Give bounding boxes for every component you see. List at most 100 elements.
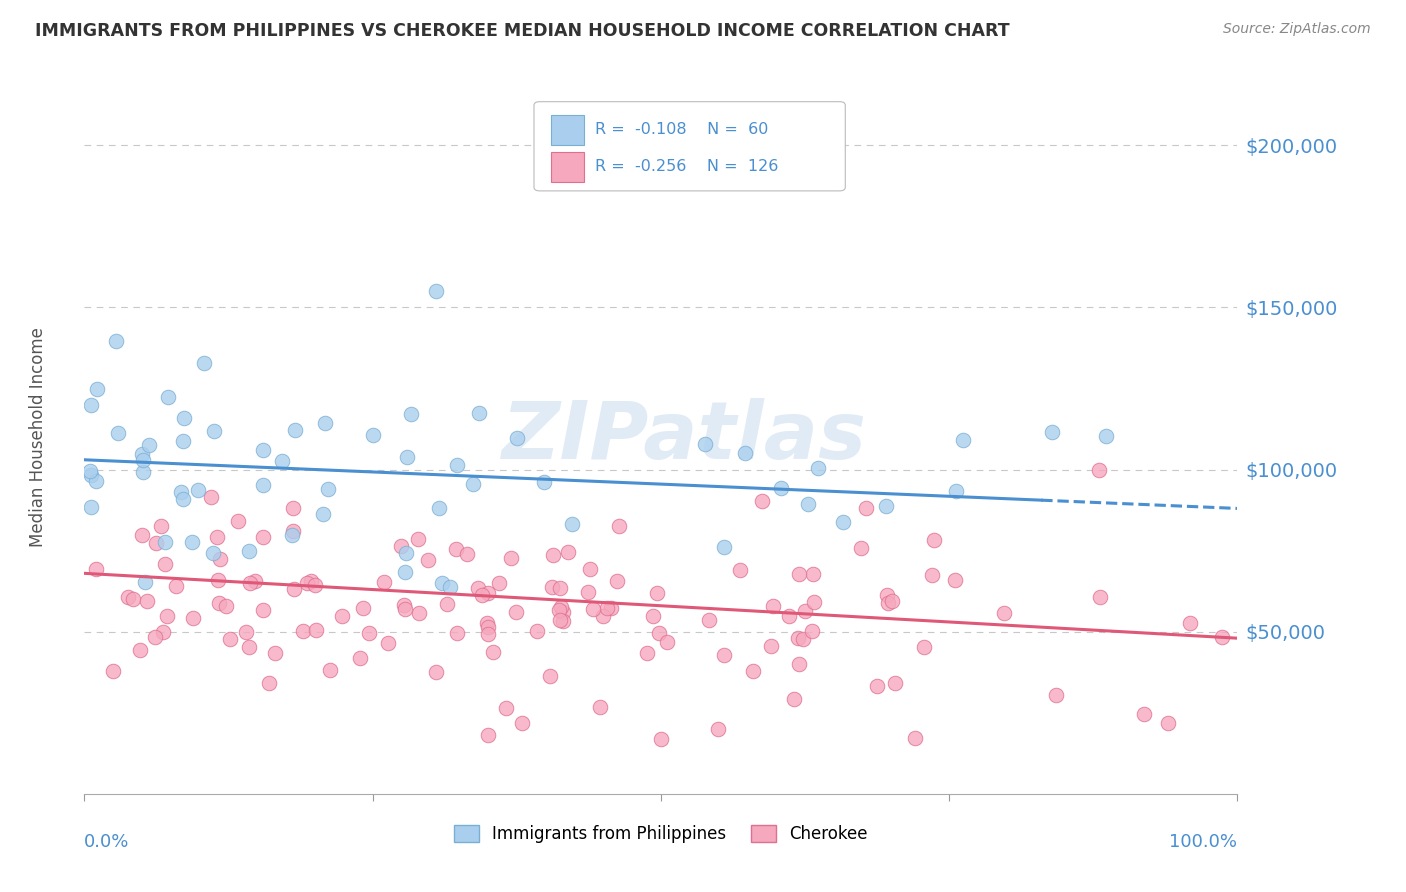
Point — [1094, 429, 1116, 443]
Text: R =  -0.256    N =  126: R = -0.256 N = 126 — [595, 160, 779, 174]
Point — [173, 411, 195, 425]
Point — [877, 596, 900, 610]
Point — [505, 605, 527, 619]
Point — [477, 616, 499, 631]
Point — [495, 701, 517, 715]
Text: ZIPatlas: ZIPatlas — [502, 398, 866, 476]
Point — [446, 626, 468, 640]
Point — [209, 552, 232, 566]
Point — [801, 566, 824, 581]
Point — [239, 575, 262, 590]
Point — [728, 563, 751, 577]
Point — [418, 553, 440, 567]
Point — [526, 624, 548, 638]
Point — [884, 676, 907, 690]
Point — [394, 565, 416, 579]
Point — [132, 465, 155, 479]
Point — [238, 544, 260, 558]
Point — [138, 438, 160, 452]
Point — [80, 500, 103, 515]
Point — [875, 500, 897, 514]
Text: Source: ZipAtlas.com: Source: ZipAtlas.com — [1223, 22, 1371, 37]
Point — [84, 475, 107, 489]
Point — [778, 608, 800, 623]
Point — [252, 603, 274, 617]
Point — [150, 519, 173, 533]
Point — [762, 599, 785, 614]
Point — [208, 597, 231, 611]
Point — [117, 590, 139, 604]
Point — [636, 646, 658, 660]
Point — [541, 581, 564, 595]
Point — [471, 588, 494, 602]
Point — [330, 608, 353, 623]
Point — [436, 597, 458, 611]
Point — [432, 576, 454, 591]
Point — [499, 550, 522, 565]
Point — [1088, 462, 1111, 476]
Point — [713, 648, 735, 662]
Point — [80, 398, 103, 412]
Point — [576, 584, 599, 599]
Point — [589, 700, 612, 714]
FancyBboxPatch shape — [551, 152, 583, 182]
Point — [357, 626, 380, 640]
Point — [770, 481, 793, 495]
Point — [1088, 590, 1111, 604]
Point — [446, 542, 468, 557]
Point — [801, 624, 824, 639]
Point — [866, 679, 889, 693]
Point — [783, 691, 806, 706]
Point — [107, 426, 129, 441]
Point — [304, 623, 326, 637]
Point — [131, 447, 153, 461]
Point — [606, 574, 628, 588]
Point — [993, 606, 1015, 620]
Point — [304, 577, 326, 591]
Point — [553, 605, 575, 619]
Point — [650, 731, 672, 746]
Text: 100.0%: 100.0% — [1170, 833, 1237, 851]
Point — [389, 539, 412, 553]
Point — [143, 631, 166, 645]
Point — [180, 534, 202, 549]
Point — [235, 625, 257, 640]
Point — [264, 646, 287, 660]
Point — [876, 588, 898, 602]
Point — [153, 557, 176, 571]
Point — [1211, 630, 1233, 644]
Point — [851, 541, 873, 556]
Point — [695, 437, 717, 451]
Point — [425, 284, 447, 298]
Point — [488, 575, 510, 590]
Point — [952, 433, 974, 447]
Point — [557, 545, 579, 559]
Point — [855, 501, 877, 516]
Point — [607, 518, 630, 533]
Point — [238, 640, 260, 654]
Point — [314, 416, 336, 430]
Point — [787, 631, 810, 645]
Point — [128, 643, 150, 657]
Text: 0.0%: 0.0% — [84, 833, 129, 851]
Point — [145, 536, 167, 550]
Point — [84, 562, 107, 576]
Legend: Immigrants from Philippines, Cherokee: Immigrants from Philippines, Cherokee — [447, 818, 875, 850]
Point — [193, 356, 215, 370]
Point — [363, 427, 385, 442]
Point — [439, 580, 461, 594]
Point — [79, 464, 101, 478]
Point — [131, 453, 153, 467]
Point — [596, 601, 619, 615]
Point — [103, 665, 125, 679]
Point — [243, 574, 266, 589]
Point — [172, 434, 194, 449]
Point — [761, 639, 783, 653]
Point — [943, 573, 966, 587]
Point — [157, 390, 180, 404]
Point — [406, 533, 429, 547]
Point — [281, 501, 304, 516]
Point — [299, 574, 322, 588]
Point — [349, 650, 371, 665]
Point — [427, 501, 450, 516]
